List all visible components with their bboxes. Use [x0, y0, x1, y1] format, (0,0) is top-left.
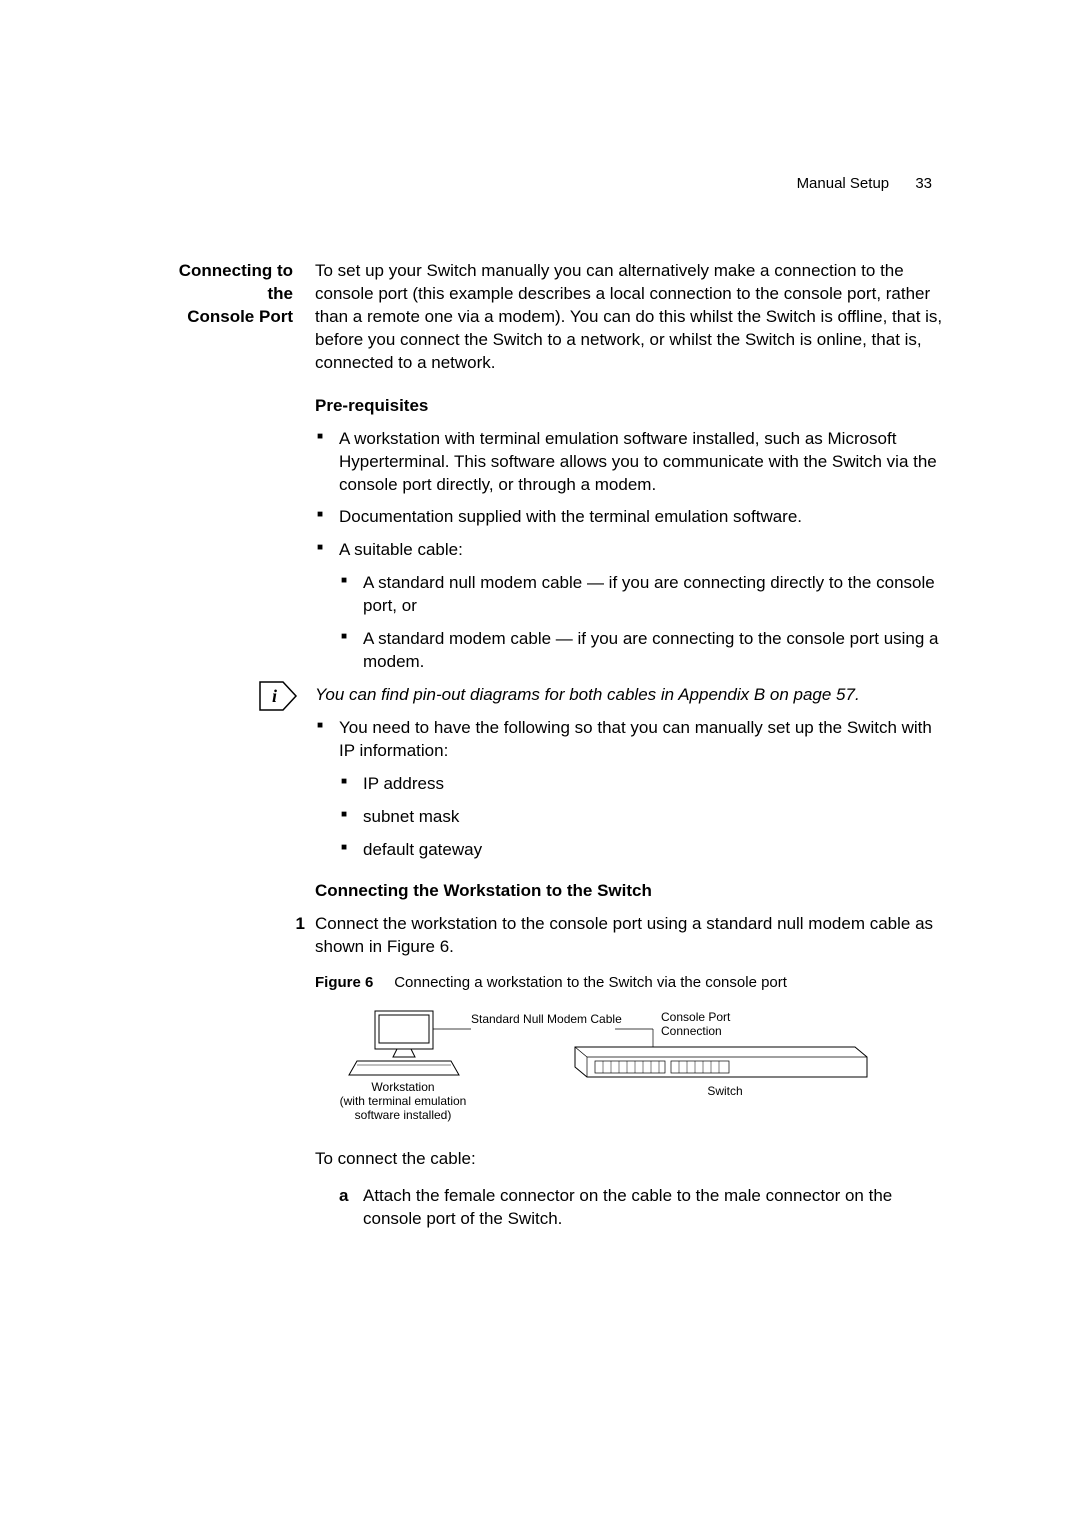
running-header: Manual Setup 33: [797, 175, 932, 192]
bullet-cable: A suitable cable:: [339, 539, 950, 562]
bullet-documentation: Documentation supplied with the terminal…: [339, 506, 950, 529]
step-a-text: Attach the female connector on the cable…: [363, 1185, 950, 1231]
bullet-modem: A standard modem cable — if you are conn…: [363, 628, 950, 674]
fig-label-ws3: software installed): [355, 1108, 452, 1122]
bullet-ip-intro: You need to have the following so that y…: [339, 717, 950, 763]
fig-label-cable: Standard Null Modem Cable: [471, 1012, 622, 1026]
fig-label-conn-1: Console Port: [661, 1010, 731, 1024]
page-root: Manual Setup 33 Connecting to the Consol…: [0, 0, 1080, 1231]
prerequisites-heading: Pre-requisites: [315, 395, 950, 418]
header-section: Manual Setup: [797, 175, 890, 192]
bullet-ip-address: IP address: [363, 773, 950, 796]
connect-cable-intro: To connect the cable:: [315, 1148, 950, 1171]
bullet-null-modem: A standard null modem cable — if you are…: [363, 572, 950, 618]
info-icon: i: [258, 680, 298, 712]
bullet-default-gateway: default gateway: [363, 839, 950, 862]
side-heading: Connecting to the Console Port: [155, 260, 315, 1231]
step-a-letter: a: [339, 1185, 363, 1231]
main-content: Connecting to the Console Port To set up…: [155, 260, 950, 1231]
figure-caption: Figure 6 Connecting a workstation to the…: [315, 973, 950, 993]
fig-label-ws1: Workstation: [371, 1080, 434, 1094]
fig-label-switch: Switch: [707, 1084, 742, 1098]
connecting-heading: Connecting the Workstation to the Switch: [315, 880, 950, 903]
bullet-subnet-mask: subnet mask: [363, 806, 950, 829]
fig-label-ws2: (with terminal emulation: [340, 1094, 467, 1108]
step-1-number: 1: [291, 913, 315, 959]
figure-svg: Standard Null Modem Cable Console Port C…: [315, 1003, 875, 1123]
page-number: 33: [915, 175, 932, 192]
figure-label: Figure 6: [315, 974, 373, 991]
side-heading-line1: Connecting to the: [155, 260, 293, 306]
intro-paragraph: To set up your Switch manually you can a…: [315, 260, 950, 375]
pinout-note: You can find pin-out diagrams for both c…: [315, 684, 950, 707]
side-heading-line2: Console Port: [155, 306, 293, 329]
fig-label-conn-2: Connection: [661, 1024, 722, 1038]
figure-caption-text: Connecting a workstation to the Switch v…: [394, 974, 787, 991]
svg-text:i: i: [272, 686, 277, 706]
figure-6: Standard Null Modem Cable Console Port C…: [315, 1003, 950, 1130]
step-a: a Attach the female connector on the cab…: [339, 1185, 950, 1231]
bullet-workstation: A workstation with terminal emulation so…: [339, 428, 950, 497]
step-1-text: Connect the workstation to the console p…: [315, 913, 950, 959]
body-column: To set up your Switch manually you can a…: [315, 260, 950, 1231]
step-1: 1 Connect the workstation to the console…: [315, 913, 950, 959]
